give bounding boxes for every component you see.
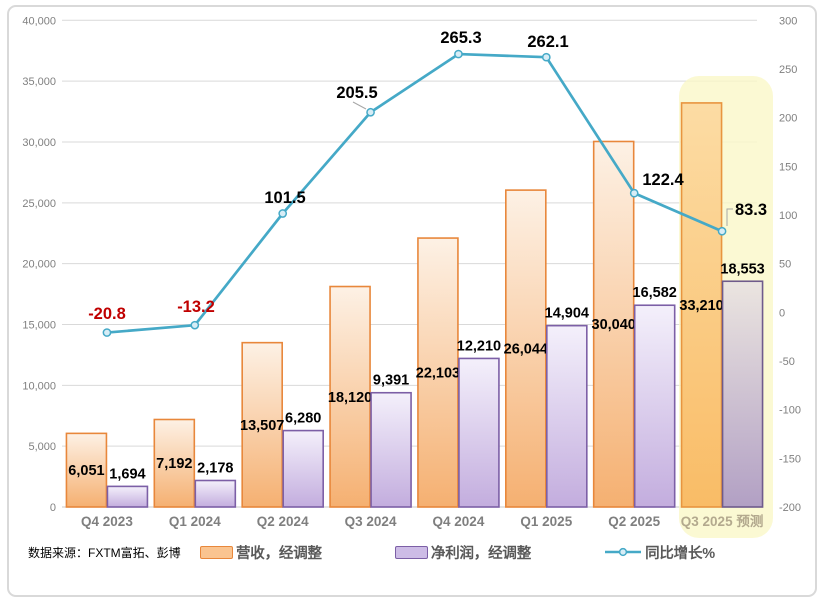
y-axis-label: 40,000 (22, 15, 56, 27)
growth-marker (366, 107, 375, 117)
revenue-bar (417, 237, 459, 508)
revenue-value-label: 33,210 (679, 298, 723, 314)
revenue-bar (329, 285, 371, 508)
netprofit-value-label: 1,694 (109, 466, 145, 482)
revenue-bar (592, 140, 635, 508)
growth-line (106, 52, 723, 334)
x-axis-label: Q2 2024 (257, 514, 309, 529)
netprofit-value-label: 2,178 (197, 460, 233, 476)
x-axis-label: Q1 2025 (520, 514, 572, 529)
growth-marker (541, 52, 551, 62)
y-axis-label: 35,000 (22, 76, 56, 88)
growth-value-label: 122.4 (642, 171, 684, 189)
legend-swatch (394, 545, 428, 559)
x-axis-label: Q4 2024 (433, 514, 485, 529)
growth-marker (190, 320, 200, 330)
legend-item: 营收，经调整 (200, 542, 322, 563)
growth-marker (278, 209, 288, 218)
netprofit-value-label: 9,391 (373, 373, 409, 389)
revenue-value-label: 30,040 (592, 317, 636, 333)
revenue-bar (65, 432, 108, 508)
netprofit-bar (633, 304, 676, 508)
y2-axis-label: 200 (779, 113, 797, 125)
revenue-value-label: 26,044 (504, 342, 548, 358)
netprofit-value-label: 16,582 (633, 285, 677, 301)
y2-axis-label: 50 (779, 259, 791, 271)
netprofit-bar (194, 479, 237, 508)
legend-item: 同比增长% (604, 542, 715, 563)
x-axis-label: Q1 2024 (169, 514, 221, 529)
growth-marker (454, 49, 463, 59)
legend-label: 营收，经调整 (236, 545, 322, 562)
netprofit-bar (370, 391, 412, 508)
y2-axis-label: -50 (779, 356, 795, 368)
chart-legend: 营收，经调整 净利润，经调整 同比增长% (200, 540, 715, 564)
x-axis-label: Q3 2025 预测 (681, 513, 764, 529)
netprofit-bar (106, 485, 149, 508)
x-axis-label: Q3 2024 (345, 514, 397, 529)
y-axis-label: 25,000 (22, 198, 56, 210)
y2-axis-label: -100 (779, 405, 801, 417)
revenue-bar (153, 418, 196, 508)
data-source-text: 数据来源：FXTM富拓、彭博 (28, 546, 181, 560)
growth-value-label: -13.2 (177, 298, 215, 316)
y2-axis-label: 150 (779, 161, 797, 173)
y2-axis-label: 0 (779, 307, 785, 319)
y-axis-label: 10,000 (22, 380, 56, 392)
y2-axis-label: 250 (779, 64, 797, 76)
netprofit-value-label: 12,210 (457, 338, 501, 354)
legend-label: 净利润，经调整 (430, 545, 531, 562)
growth-marker (717, 226, 727, 236)
netprofit-bar (458, 357, 500, 508)
revenue-bar (241, 341, 283, 508)
growth-marker (629, 188, 639, 198)
netprofit-bar (721, 280, 764, 508)
y-axis-label: 15,000 (22, 319, 56, 331)
netprofit-value-label: 14,904 (545, 306, 589, 322)
netprofit-bar (546, 324, 588, 508)
growth-marker (102, 328, 112, 337)
growth-value-label: 101.5 (264, 189, 305, 207)
revenue-value-label: 18,120 (328, 390, 372, 406)
revenue-value-label: 6,051 (68, 463, 104, 479)
growth-value-label: 205.5 (336, 84, 377, 102)
legend-label: 同比增长% (645, 545, 715, 562)
y-axis-label: 0 (50, 502, 56, 514)
legend-swatch (200, 545, 233, 559)
y-axis-label: 30,000 (22, 137, 56, 149)
netprofit-bar (282, 429, 324, 508)
x-axis-label: Q4 2023 (81, 514, 133, 529)
label-leader-line (726, 208, 733, 226)
netprofit-value-label: 18,553 (720, 261, 764, 277)
revenue-value-label: 13,507 (240, 418, 284, 434)
y2-axis-label: -200 (779, 502, 801, 514)
legend-item: 净利润，经调整 (394, 542, 531, 563)
x-axis-label: Q2 2025 (608, 514, 660, 529)
y2-axis-label: -150 (779, 453, 801, 465)
revenue-value-label: 22,103 (416, 366, 460, 382)
y2-axis-label: 300 (779, 15, 797, 27)
legend-line-swatch (605, 547, 642, 557)
netprofit-value-label: 6,280 (285, 411, 321, 427)
revenue-bar (505, 189, 547, 508)
y-axis-label: 5,000 (28, 441, 56, 453)
y-axis-label: 20,000 (22, 259, 56, 271)
revenue-bar (680, 102, 723, 508)
y2-axis-label: 100 (779, 210, 797, 222)
growth-value-label: 83.3 (735, 201, 767, 219)
growth-value-label: -20.8 (88, 305, 126, 323)
growth-value-label: 265.3 (440, 29, 481, 47)
revenue-value-label: 7,192 (156, 456, 192, 472)
growth-value-label: 262.1 (527, 33, 568, 51)
label-leader-line (352, 101, 367, 110)
